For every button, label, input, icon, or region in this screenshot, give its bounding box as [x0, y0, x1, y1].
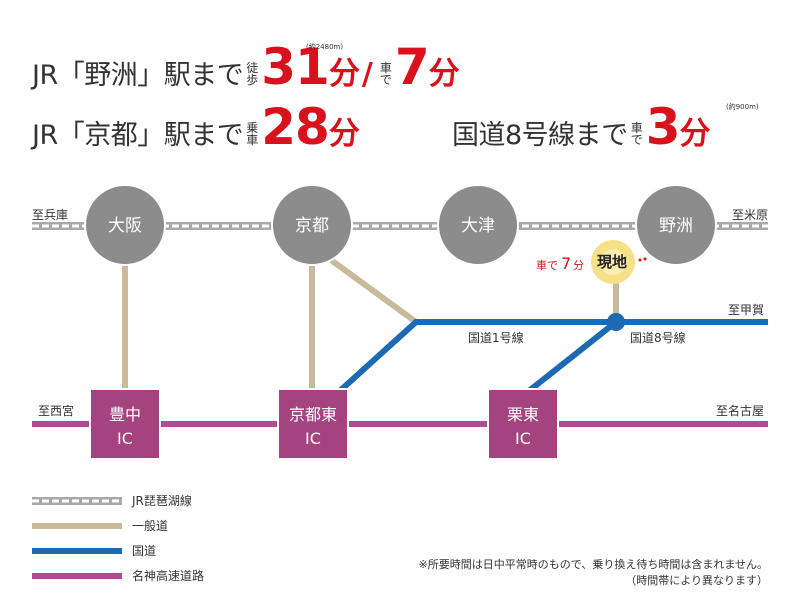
ic-kyotohigashi-ic: IC [305, 429, 321, 448]
site-label: 現地 [597, 253, 627, 271]
legend-jr-swatch [32, 496, 122, 505]
legend-national: 国道 [32, 542, 156, 559]
walk-label-char-1: 徒 [246, 61, 259, 75]
ic-kyotohigashi-box [277, 388, 349, 460]
route8-unit: 分 [679, 116, 711, 152]
general-roads [122, 249, 619, 398]
walk-label: 徒 歩 [246, 62, 258, 86]
station-otsu-circle [437, 184, 519, 266]
header-line-1: JR「野洲」駅まで 徒 歩 31 分 / 車 で 7 分 [32, 38, 460, 98]
ic-toyonaka-name: 豊中 [109, 405, 141, 424]
route-8-line [518, 319, 618, 401]
station-label-otsu: 大津 [461, 216, 495, 236]
route1-label: 国道1号線 [468, 330, 524, 345]
site-marker: 現地 [591, 240, 647, 284]
car-label-3-char-1: 車 [630, 121, 643, 135]
walk-unit: 分 [328, 56, 360, 92]
legend-jr-label: JR琵琶湖線 [132, 494, 192, 508]
station-circles [84, 184, 717, 266]
walk-minutes: 31 [261, 38, 330, 96]
car-label-1-char-1: 車 [379, 61, 392, 75]
route-junction-dot [607, 313, 625, 331]
train-unit: 分 [328, 116, 360, 152]
route8-label: 国道8号線 [630, 330, 686, 345]
road-kyoto-diagonal [318, 249, 418, 325]
legend-general: 一般道 [32, 517, 168, 534]
direction-labels: 至兵庫 至米原 至甲賀 至西宮 至名古屋 [32, 208, 768, 418]
car-label-1-char-2: で [379, 73, 392, 87]
site-core [600, 249, 626, 275]
route8-distance: (約900m) [726, 103, 759, 111]
legend-expressway: 名神高速道路 [32, 567, 204, 584]
station-label-osaka: 大阪 [108, 216, 142, 236]
walk-label-char-2: 歩 [246, 73, 259, 87]
walk-distance: (約2480m) [306, 43, 344, 51]
footnote-line-1: ※所要時間は日中平常時のもので、乗り換え待ち時間は含まれません。 [418, 558, 768, 571]
legend-general-swatch [32, 522, 122, 529]
station-kyoto-circle [271, 184, 353, 266]
legend-national-swatch [32, 547, 122, 554]
ic-kyotohigashi-name: 京都東 [289, 405, 337, 424]
ic-ritto-name: 栗東 [507, 405, 539, 424]
ic-toyonaka-ic: IC [117, 429, 133, 448]
header-line-3-prefix: 国道8号線まで [452, 120, 628, 151]
train-label: 乗 車 [246, 122, 258, 146]
train-minutes: 28 [261, 98, 330, 156]
legend-national-label: 国道 [132, 544, 157, 558]
road-labels: 国道1号線 国道8号線 [468, 330, 686, 345]
car-label-3-char-2: で [630, 133, 643, 147]
direction-hyogo: 至兵庫 [32, 208, 68, 222]
footnote-line-2: （時間帯により異なります） [625, 574, 768, 587]
national-routes [329, 319, 768, 401]
direction-koka: 至甲賀 [728, 303, 764, 317]
site-dot-1 [638, 258, 642, 262]
car-minutes-1: 7 [394, 38, 430, 96]
header-slash: / [361, 57, 373, 92]
train-label-char-1: 乗 [246, 121, 259, 135]
site-car-minutes: 7 [561, 254, 571, 273]
legend-expressway-swatch [32, 572, 122, 579]
route-1-line [329, 319, 768, 401]
legend-jr: JR琵琶湖線 [32, 492, 192, 509]
station-label-kyoto: 京都 [295, 216, 329, 236]
legend-general-label: 一般道 [132, 519, 169, 533]
ic-toyonaka-box [89, 388, 161, 460]
direction-maibara: 至米原 [732, 208, 768, 222]
header-line-3: 国道8号線まで 車 で 3 分 [452, 98, 711, 158]
car-unit-1: 分 [428, 56, 460, 92]
train-label-char-2: 車 [246, 133, 259, 147]
ic-boxes [89, 388, 559, 460]
site-car-unit: 分 [573, 259, 584, 272]
ic-labels: 豊中 IC 京都東 IC 栗東 IC [109, 405, 539, 448]
direction-nishinomiya: 至西宮 [38, 403, 74, 418]
station-osaka-circle [84, 184, 166, 266]
station-label-yasu: 野洲 [659, 216, 693, 236]
header-line-2-prefix: JR「京都」駅まで [32, 120, 244, 151]
site-dot-2 [643, 257, 647, 261]
ic-ritto-box [487, 388, 559, 460]
route8-minutes: 3 [645, 98, 681, 156]
station-yasu-circle [635, 184, 717, 266]
header-line-1-prefix: JR「野洲」駅まで [32, 60, 244, 91]
station-labels: 大阪 京都 大津 野洲 [108, 216, 693, 236]
direction-nagoya: 至名古屋 [716, 403, 764, 418]
footnote: ※所要時間は日中平常時のもので、乗り換え待ち時間は含まれません。 （時間帯により… [419, 556, 768, 588]
car-label-3: 車 で [631, 122, 643, 146]
legend-expressway-label: 名神高速道路 [132, 569, 205, 583]
site-car-prefix: 車で [536, 258, 558, 272]
site-car-time: 車で 7 分 [536, 254, 584, 273]
ic-ritto-ic: IC [515, 429, 531, 448]
header-line-2: JR「京都」駅まで 乗 車 28 分 [32, 98, 360, 158]
car-label-1: 車 で [380, 62, 392, 86]
